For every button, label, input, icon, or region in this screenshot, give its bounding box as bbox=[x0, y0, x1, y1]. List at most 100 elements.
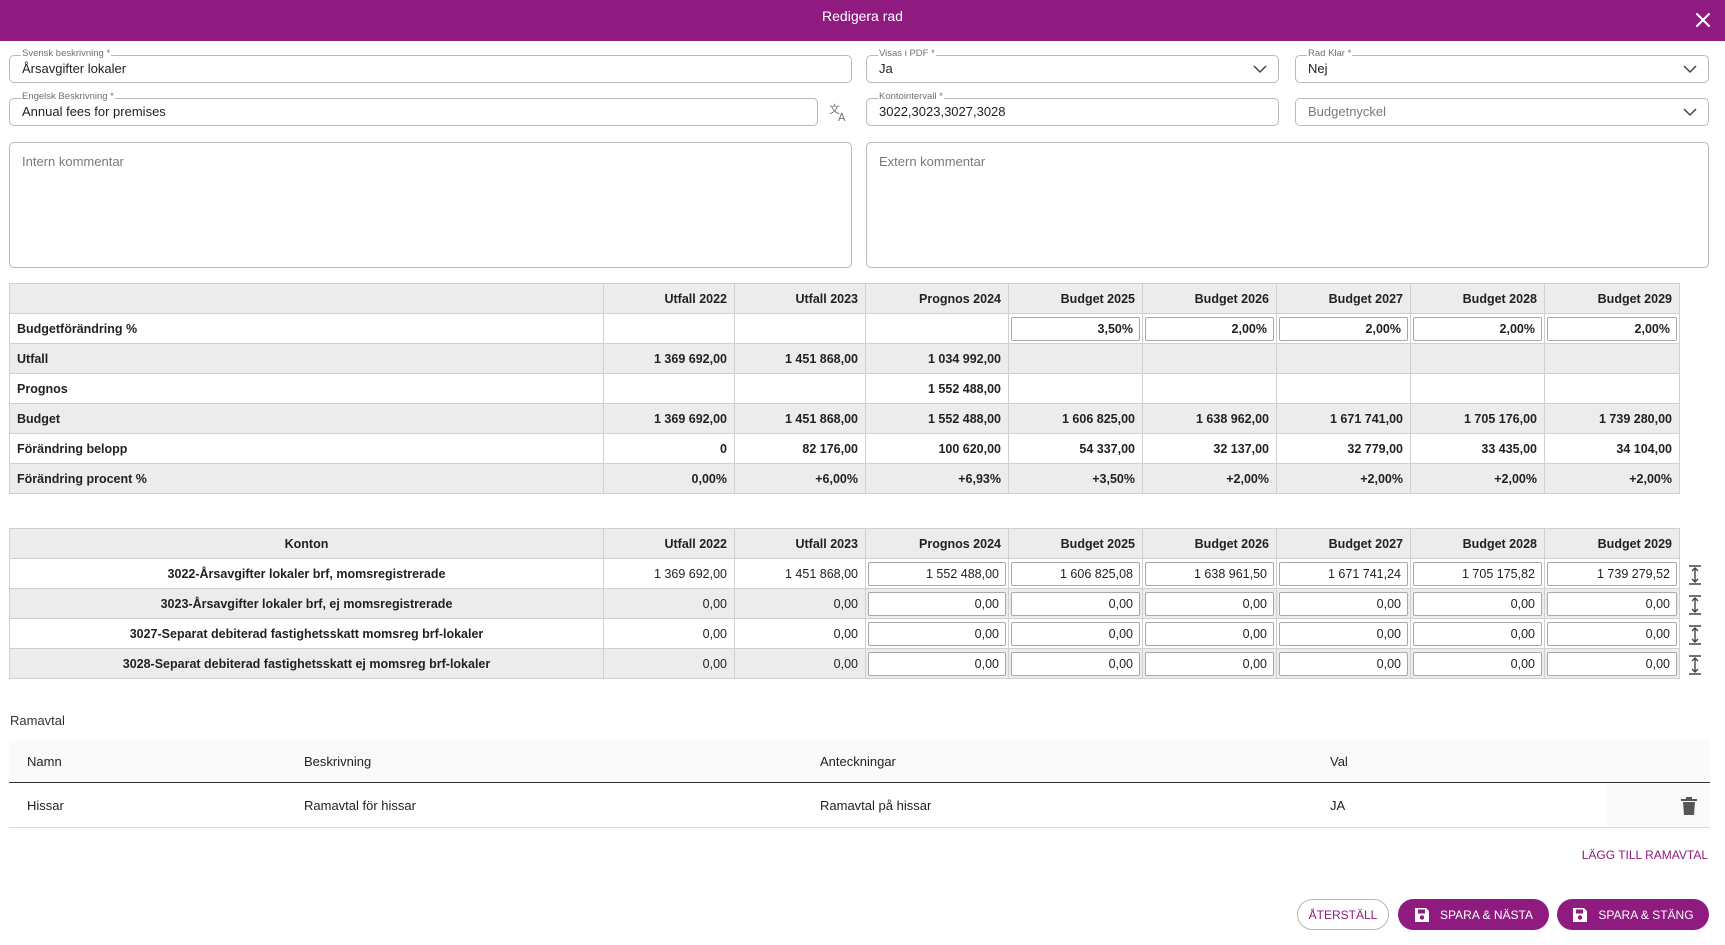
save-next-button[interactable]: SPARA & NÄSTA bbox=[1398, 899, 1549, 930]
kontointervall-field[interactable]: Kontointervall * 3022,3023,3027,3028 bbox=[866, 91, 1279, 126]
table-cell: 0,00 bbox=[1544, 618, 1680, 649]
konto-value-input[interactable]: 0,00 bbox=[1279, 591, 1408, 616]
table-cell: +6,00% bbox=[734, 463, 866, 494]
summary-header-row: Utfall 2022 Utfall 2023 Prognos 2024 Bud… bbox=[9, 283, 1680, 314]
konto-value-input[interactable]: 0,00 bbox=[1413, 621, 1542, 646]
distribute-icon[interactable] bbox=[1688, 625, 1702, 645]
konto-value-input[interactable]: 1 638 961,50 bbox=[1145, 561, 1274, 586]
add-ramavtal-link[interactable]: LÄGG TILL RAMAVTAL bbox=[1581, 848, 1708, 862]
table-cell bbox=[603, 313, 735, 344]
konto-value-input[interactable]: 0,00 bbox=[1145, 651, 1274, 676]
table-cell: 1 451 868,00 bbox=[734, 343, 866, 374]
svensk-beskrivning-value: Årsavgifter lokaler bbox=[22, 61, 127, 76]
distribute-icon[interactable] bbox=[1688, 655, 1702, 675]
extern-kommentar-textarea[interactable]: Extern kommentar bbox=[866, 142, 1709, 268]
visas-i-pdf-label: Visas i PDF * bbox=[878, 48, 936, 59]
distribute-icon[interactable] bbox=[1688, 565, 1702, 585]
konto-value-input[interactable]: 0,00 bbox=[868, 591, 1006, 616]
konto-value-input[interactable]: 0,00 bbox=[1413, 591, 1542, 616]
konto-value-input[interactable]: 1 739 279,52 bbox=[1547, 561, 1677, 586]
table-cell bbox=[1008, 343, 1143, 374]
konto-row: 3022-Årsavgifter lokaler brf, momsregist… bbox=[9, 558, 1680, 589]
rad-klar-label: Rad Klar * bbox=[1307, 48, 1353, 59]
rad-klar-select[interactable]: Rad Klar * Nej bbox=[1295, 48, 1709, 83]
konto-value-input[interactable]: 0,00 bbox=[1279, 621, 1408, 646]
konto-value-input[interactable]: 0,00 bbox=[868, 621, 1006, 646]
konto-value-input[interactable]: 1 552 488,00 bbox=[868, 561, 1006, 586]
table-cell: 1 369 692,00 bbox=[603, 403, 735, 434]
konto-value-input[interactable]: 0,00 bbox=[1145, 621, 1274, 646]
table-cell: 3,50% bbox=[1008, 313, 1143, 344]
ramavtal-row[interactable]: Hissar Ramavtal för hissar Ramavtal på h… bbox=[9, 784, 1710, 828]
konton-header-row: Konton Utfall 2022 Utfall 2023 Prognos 2… bbox=[9, 528, 1680, 559]
table-cell: 0,00 bbox=[1410, 648, 1545, 679]
row-label: Prognos bbox=[9, 373, 604, 404]
table-cell: 1 034 992,00 bbox=[865, 343, 1009, 374]
konto-row: 3028-Separat debiterad fastighetsskatt e… bbox=[9, 648, 1680, 679]
budgetnyckel-select[interactable]: Budgetnyckel bbox=[1295, 98, 1709, 126]
table-cell bbox=[1544, 373, 1680, 404]
distribute-icon[interactable] bbox=[1688, 595, 1702, 615]
engelsk-beskrivning-value: Annual fees for premises bbox=[22, 104, 166, 119]
table-cell: 1 705 176,00 bbox=[1410, 403, 1545, 434]
konto-value-input[interactable]: 0,00 bbox=[1547, 651, 1677, 676]
konton-header-cell: Budget 2029 bbox=[1544, 528, 1680, 559]
konto-value-input[interactable]: 1 606 825,08 bbox=[1011, 561, 1140, 586]
konto-value-input[interactable]: 0,00 bbox=[1145, 591, 1274, 616]
konto-name: 3022-Årsavgifter lokaler brf, momsregist… bbox=[9, 558, 604, 589]
table-cell: 54 337,00 bbox=[1008, 433, 1143, 464]
budget-change-input[interactable]: 2,00% bbox=[1279, 316, 1408, 341]
svg-text:A: A bbox=[838, 111, 846, 123]
summary-header-cell: Utfall 2023 bbox=[734, 283, 866, 314]
save-close-label: SPARA & STÄNG bbox=[1598, 907, 1694, 922]
konton-header-cell: Budget 2026 bbox=[1142, 528, 1277, 559]
table-cell: 1 369 692,00 bbox=[603, 343, 735, 374]
konto-value-input[interactable]: 0,00 bbox=[1011, 621, 1140, 646]
ramavtal-header: Namn Beskrivning Anteckningar Val bbox=[9, 740, 1710, 783]
table-cell: 1 638 962,00 bbox=[1142, 403, 1277, 434]
konto-value-input[interactable]: 1 671 741,24 bbox=[1279, 561, 1408, 586]
table-cell bbox=[1544, 343, 1680, 374]
budget-change-input[interactable]: 2,00% bbox=[1413, 316, 1542, 341]
table-cell: 0,00 bbox=[1544, 588, 1680, 619]
budget-change-input[interactable]: 3,50% bbox=[1011, 316, 1140, 341]
konton-header-cell: Utfall 2022 bbox=[603, 528, 735, 559]
engelsk-beskrivning-field[interactable]: Engelsk Beskrivning * Annual fees for pr… bbox=[9, 91, 818, 126]
budget-change-input[interactable]: 2,00% bbox=[1145, 316, 1274, 341]
reset-button[interactable]: ÅTERSTÄLL bbox=[1297, 899, 1389, 930]
table-cell: 100 620,00 bbox=[865, 433, 1009, 464]
kontointervall-value: 3022,3023,3027,3028 bbox=[879, 104, 1006, 119]
translate-icon[interactable]: 文 A bbox=[828, 101, 850, 123]
table-cell: 1 552 488,00 bbox=[865, 403, 1009, 434]
konto-value-input[interactable]: 1 705 175,82 bbox=[1413, 561, 1542, 586]
table-cell: +2,00% bbox=[1544, 463, 1680, 494]
table-cell: 0,00 bbox=[734, 588, 866, 619]
visas-i-pdf-select[interactable]: Visas i PDF * Ja bbox=[866, 48, 1279, 83]
table-cell: 0,00 bbox=[1008, 648, 1143, 679]
konto-value-input[interactable]: 0,00 bbox=[868, 651, 1006, 676]
trash-icon[interactable] bbox=[1680, 796, 1698, 816]
svg-text:文: 文 bbox=[829, 102, 840, 116]
close-icon[interactable] bbox=[1691, 8, 1715, 32]
konto-value-input[interactable]: 0,00 bbox=[1279, 651, 1408, 676]
table-cell: 2,00% bbox=[1276, 313, 1411, 344]
svensk-beskrivning-field[interactable]: Svensk beskrivning * Årsavgifter lokaler bbox=[9, 48, 852, 83]
namn-header: Namn bbox=[27, 754, 62, 769]
konto-value-input[interactable]: 0,00 bbox=[1011, 651, 1140, 676]
row-label: Utfall bbox=[9, 343, 604, 374]
budget-change-input[interactable]: 2,00% bbox=[1547, 316, 1677, 341]
table-cell bbox=[1276, 343, 1411, 374]
intern-kommentar-textarea[interactable]: Intern kommentar bbox=[9, 142, 852, 268]
konto-value-input[interactable]: 0,00 bbox=[1547, 621, 1677, 646]
summary-header-cell: Budget 2028 bbox=[1410, 283, 1545, 314]
ramavtal-namn: Hissar bbox=[27, 798, 64, 813]
konto-value-input[interactable]: 0,00 bbox=[1413, 651, 1542, 676]
table-cell: 1 705 175,82 bbox=[1410, 558, 1545, 589]
save-close-button[interactable]: SPARA & STÄNG bbox=[1557, 899, 1709, 930]
konton-header-cell: Utfall 2023 bbox=[734, 528, 866, 559]
konto-row: 3027-Separat debiterad fastighetsskatt m… bbox=[9, 618, 1680, 649]
konto-value-input[interactable]: 0,00 bbox=[1547, 591, 1677, 616]
summary-header-cell: Budget 2027 bbox=[1276, 283, 1411, 314]
table-cell: 0,00 bbox=[865, 648, 1009, 679]
konto-value-input[interactable]: 0,00 bbox=[1011, 591, 1140, 616]
